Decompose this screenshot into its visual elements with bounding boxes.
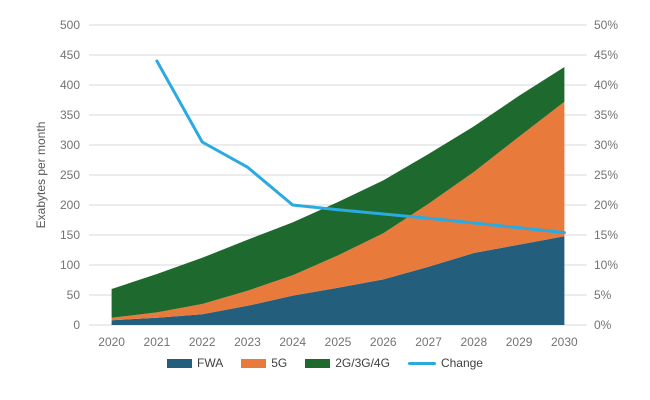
x-tick-label-2027: 2027 [415, 335, 442, 349]
y-right-tick-label: 50% [594, 18, 618, 32]
y-right-tick-label: 40% [594, 78, 618, 92]
x-axis-labels: 2020 2021 2022 2023 2024 2025 2026 2027 2028 2029… [98, 335, 578, 349]
y-axis-ticks-right: 0% 5% 10% 15% 20% 25% 30% 35% 40% 45% 50% [594, 18, 618, 332]
y-right-tick-label: 35% [594, 108, 618, 122]
line-change [155, 59, 566, 235]
legend-item-5g: 5G [241, 357, 287, 369]
y-left-tick-label: 350 [60, 108, 80, 122]
stacked-areas [111, 67, 565, 325]
y-left-tick-label: 250 [60, 168, 80, 182]
x-tick-label-2026: 2026 [370, 335, 397, 349]
x-tick-label-2024: 2024 [279, 335, 306, 349]
y-right-tick-label: 30% [594, 138, 618, 152]
change-line-layer [155, 59, 566, 235]
y-right-tick-label: 10% [594, 258, 618, 272]
y-left-tick-label: 450 [60, 48, 80, 62]
y-right-tick-label: 5% [594, 288, 612, 302]
area-fwa [111, 236, 565, 325]
legend-swatch-5g [241, 358, 267, 368]
y-left-tick-label: 400 [60, 78, 80, 92]
x-tick-label-2023: 2023 [234, 335, 261, 349]
y-right-tick-label: 45% [594, 48, 618, 62]
y-left-tick-label: 100 [60, 258, 80, 272]
x-tick-label-2021: 2021 [144, 335, 171, 349]
legend-item-fwa: FWA [167, 357, 223, 369]
y-left-tick-label: 0 [73, 318, 80, 332]
y-left-tick-label: 150 [60, 228, 80, 242]
legend-label-fwa: FWA [197, 356, 224, 370]
y-right-tick-label: 25% [594, 168, 618, 182]
y-right-tick-label: 0% [594, 318, 612, 332]
y-left-tick-label: 200 [60, 198, 80, 212]
y-left-tick-label: 300 [60, 138, 80, 152]
legend-swatch-fwa [167, 358, 192, 368]
area-5g [111, 101, 565, 321]
y-left-tick-label: 50 [67, 288, 81, 302]
x-tick-label-2022: 2022 [189, 335, 216, 349]
legend-swatch-2g3g4g [305, 358, 331, 368]
area-2g3g4g [111, 67, 565, 318]
legend-label-5g: 5G [271, 356, 288, 370]
legend: FWA 5G 2G/3G/4G Change [0, 357, 650, 369]
x-tick-label-2029: 2029 [506, 335, 533, 349]
x-tick-label-2028: 2028 [460, 335, 487, 349]
y-axis-ticks-left: 0 50 100 150 200 250 300 350 400 450 500 [60, 18, 80, 332]
legend-line-swatch-change [407, 361, 436, 365]
legend-item-2g3g4g: 2G/3G/4G [305, 357, 390, 369]
x-tick-label-2030: 2030 [551, 335, 578, 349]
y-right-tick-label: 20% [594, 198, 618, 212]
x-tick-label-2025: 2025 [325, 335, 352, 349]
y-axis-title: Exabytes per month [34, 122, 48, 229]
legend-item-change: Change [407, 356, 483, 370]
legend-label-change: Change [440, 356, 483, 370]
legend-label-2g3g4g: 2G/3G/4G [335, 356, 390, 370]
y-left-tick-label: 500 [60, 18, 80, 32]
x-tick-label-2020: 2020 [98, 335, 125, 349]
y-right-tick-label: 15% [594, 228, 618, 242]
